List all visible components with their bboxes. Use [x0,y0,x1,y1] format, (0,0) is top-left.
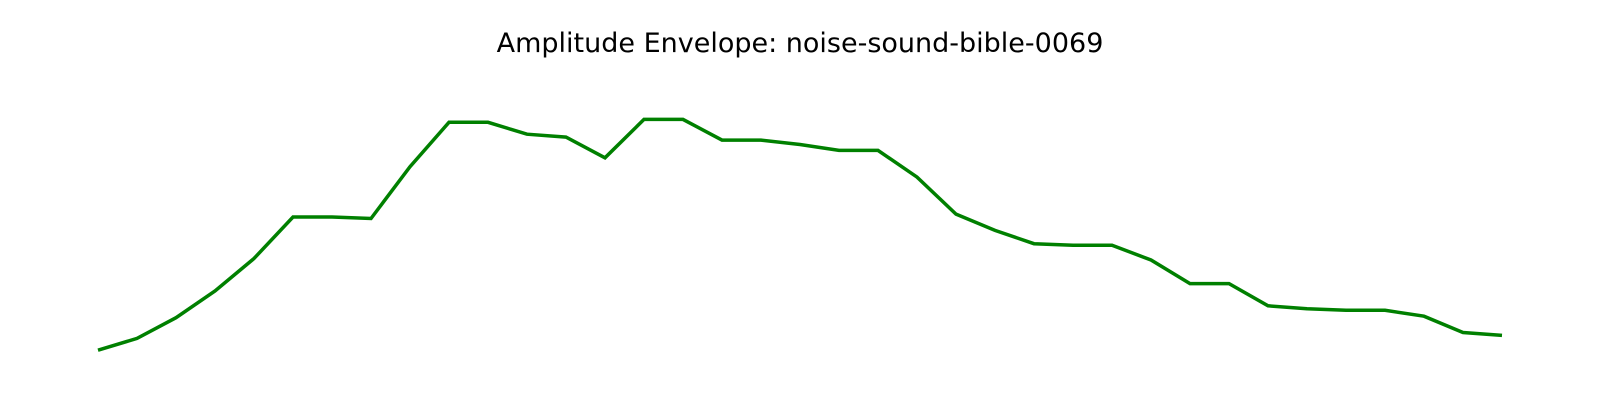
envelope-series-line [97,117,1503,352]
chart-title: Amplitude Envelope: noise-sound-bible-00… [497,28,1104,59]
series-layer [97,117,1503,352]
